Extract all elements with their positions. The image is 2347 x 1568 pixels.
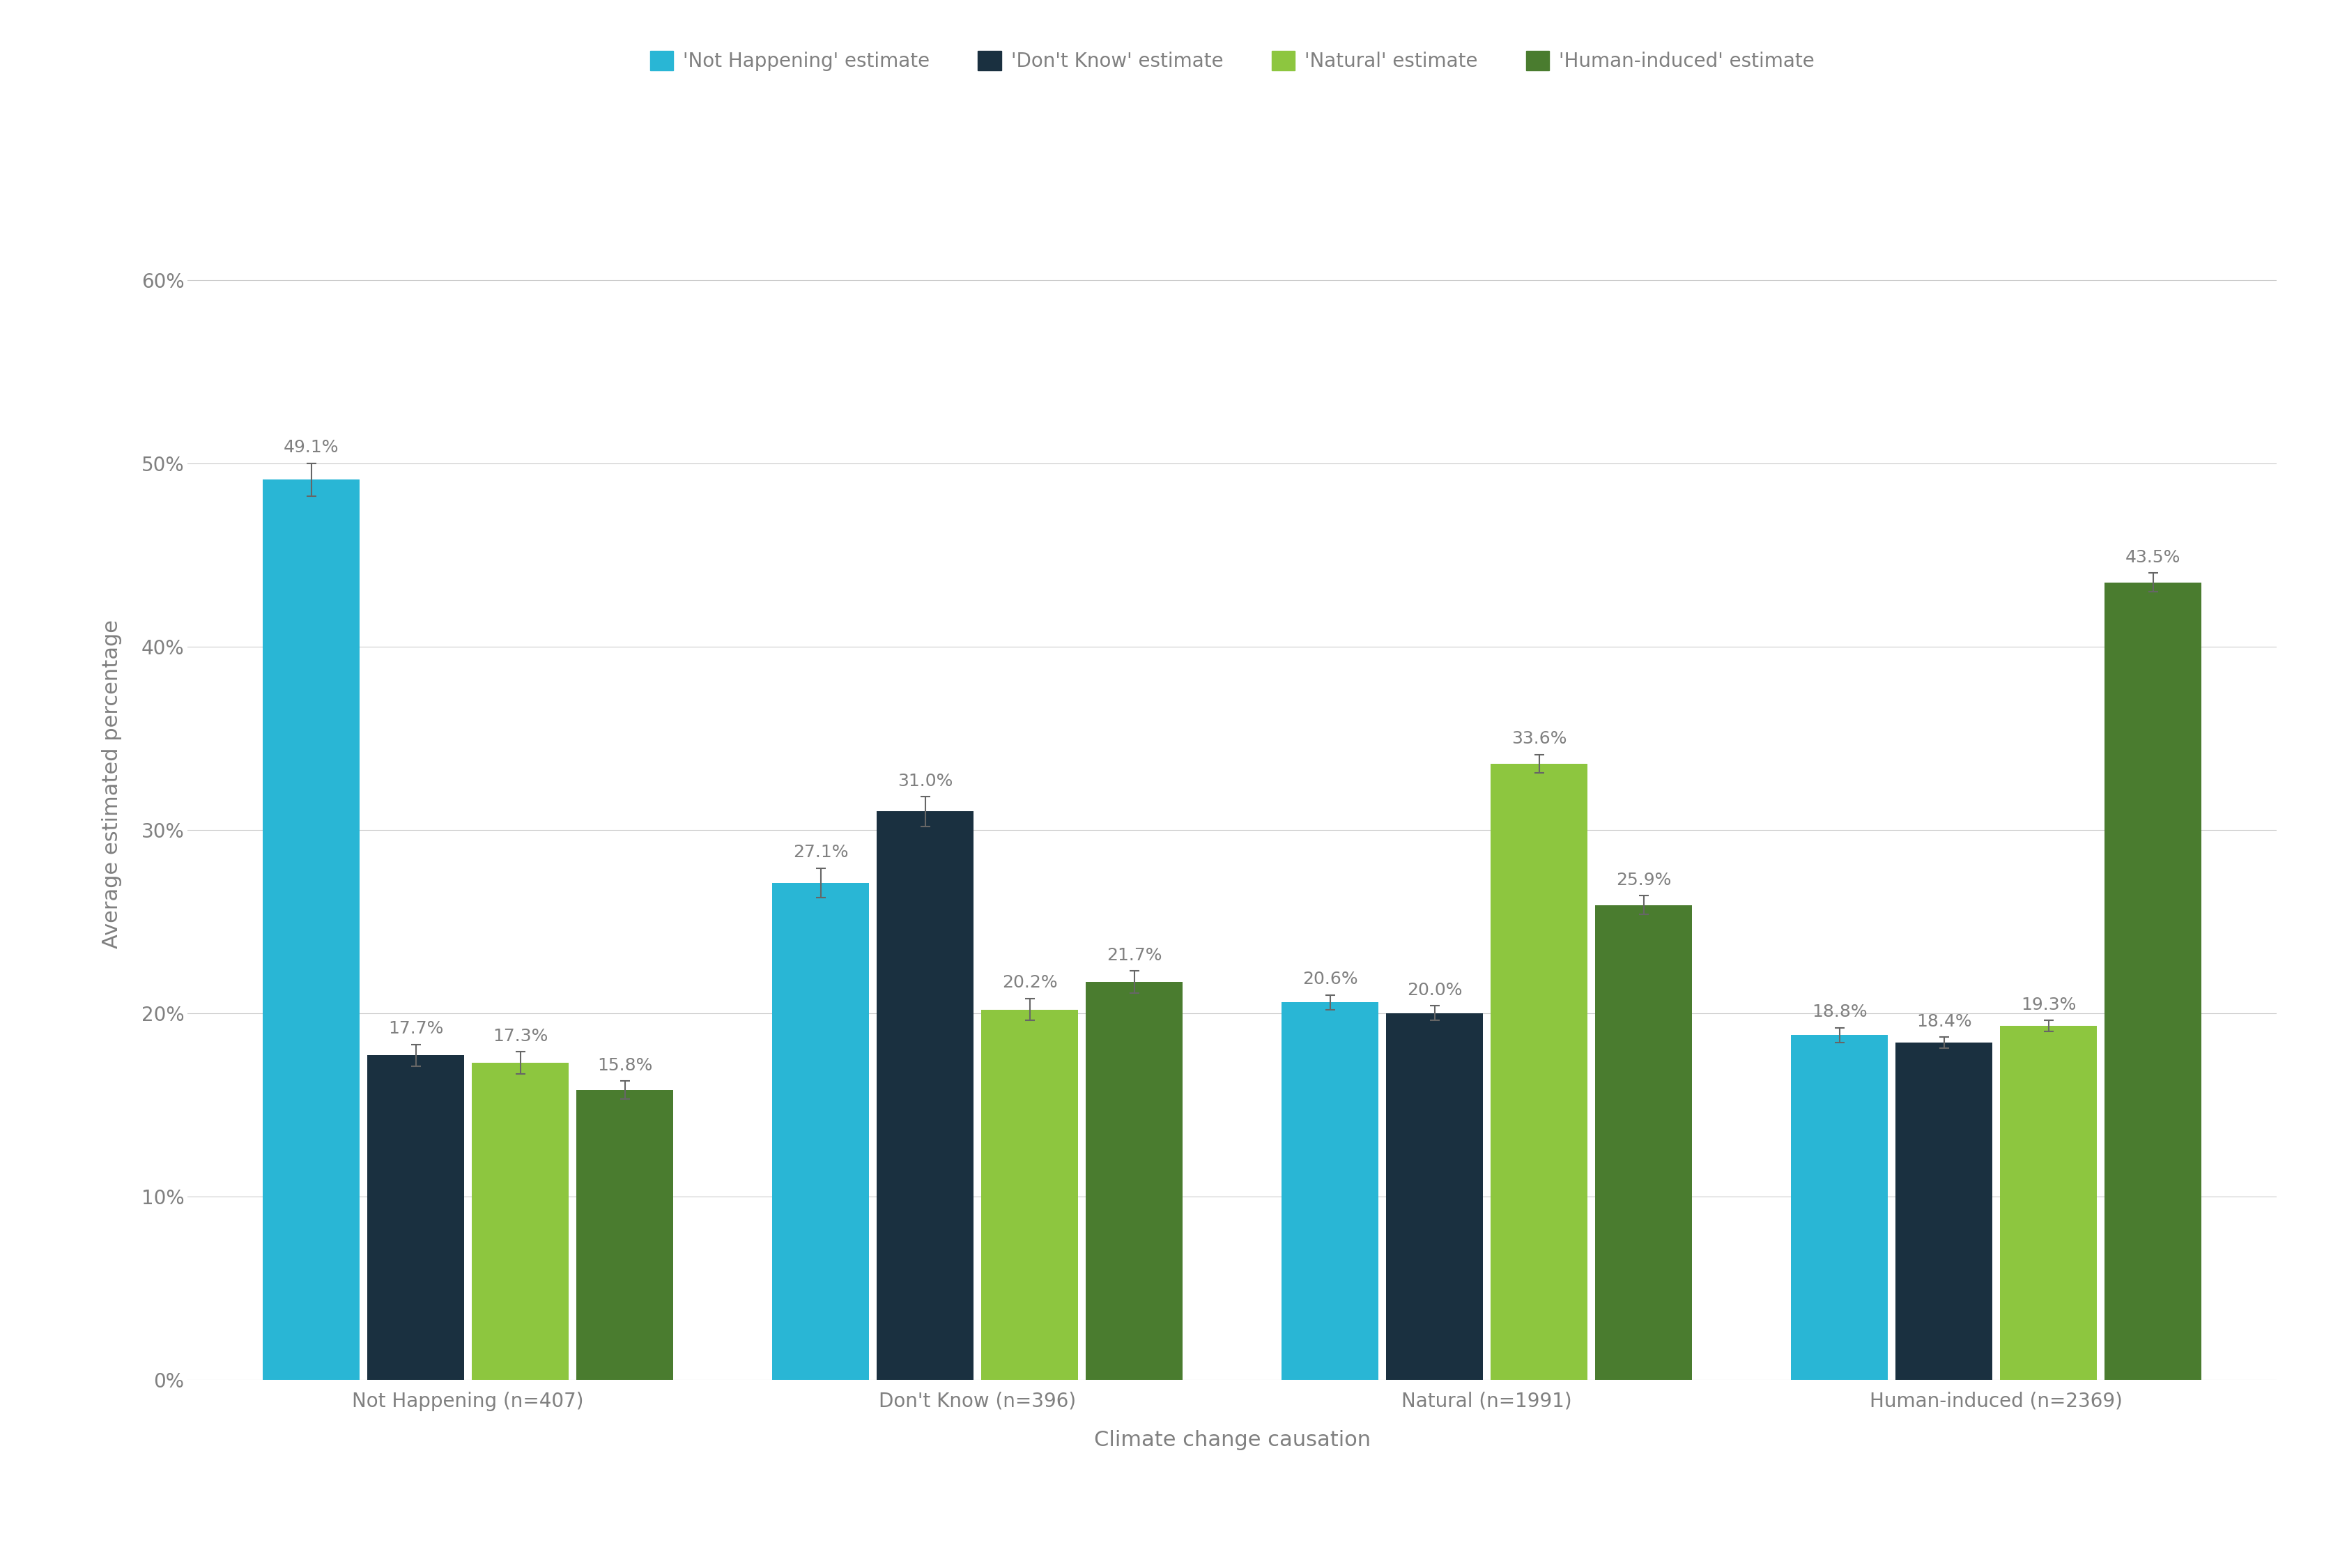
Text: 20.2%: 20.2% xyxy=(1002,974,1058,991)
Bar xyxy=(2105,582,2201,1380)
Text: 18.8%: 18.8% xyxy=(1812,1004,1868,1021)
Bar xyxy=(1791,1035,1887,1380)
Legend: 'Not Happening' estimate, 'Don't Know' estimate, 'Natural' estimate, 'Human-indu: 'Not Happening' estimate, 'Don't Know' e… xyxy=(643,42,1821,78)
Bar xyxy=(981,1010,1077,1380)
Bar xyxy=(772,883,868,1380)
Bar xyxy=(1896,1043,1993,1380)
Text: 25.9%: 25.9% xyxy=(1617,872,1671,889)
Bar xyxy=(1087,982,1183,1380)
Bar xyxy=(577,1090,674,1380)
Text: 17.7%: 17.7% xyxy=(387,1021,444,1036)
Text: 17.3%: 17.3% xyxy=(493,1027,547,1044)
X-axis label: Climate change causation: Climate change causation xyxy=(1094,1430,1371,1450)
Text: 27.1%: 27.1% xyxy=(793,844,847,861)
Text: 15.8%: 15.8% xyxy=(596,1057,652,1074)
Bar xyxy=(366,1055,465,1380)
Bar xyxy=(878,812,974,1380)
Text: 31.0%: 31.0% xyxy=(897,773,953,790)
Bar xyxy=(472,1063,568,1380)
Bar xyxy=(263,480,359,1380)
Text: 19.3%: 19.3% xyxy=(2021,996,2077,1013)
Bar xyxy=(1596,905,1692,1380)
Bar xyxy=(2000,1025,2098,1380)
Bar xyxy=(1281,1002,1378,1380)
Y-axis label: Average estimated percentage: Average estimated percentage xyxy=(101,619,122,949)
Text: 33.6%: 33.6% xyxy=(1511,731,1568,748)
Text: 18.4%: 18.4% xyxy=(1917,1013,1971,1030)
Text: 20.0%: 20.0% xyxy=(1406,982,1462,999)
Text: 43.5%: 43.5% xyxy=(2126,549,2180,566)
Bar xyxy=(1387,1013,1483,1380)
Text: 20.6%: 20.6% xyxy=(1303,971,1359,988)
Text: 49.1%: 49.1% xyxy=(284,439,338,456)
Text: 21.7%: 21.7% xyxy=(1105,947,1162,964)
Bar xyxy=(1490,764,1587,1380)
